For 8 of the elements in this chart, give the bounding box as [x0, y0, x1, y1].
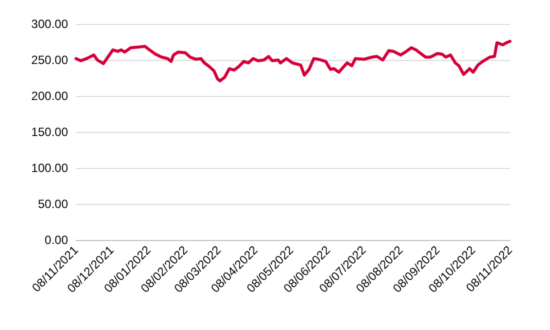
y-tick-label: 150.00	[31, 125, 68, 139]
y-tick-label: 300.00	[31, 17, 68, 31]
y-tick-label: 250.00	[31, 53, 68, 67]
y-tick-label: 50.00	[38, 197, 68, 211]
line-series	[74, 40, 512, 82]
y-tick-label: 200.00	[31, 89, 68, 103]
y-tick-label: 100.00	[31, 161, 68, 175]
y-tick-label: 0.00	[44, 233, 68, 247]
